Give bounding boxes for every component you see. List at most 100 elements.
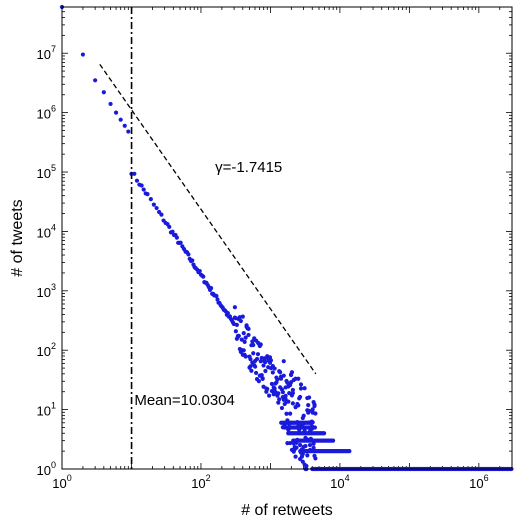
data-point [248,364,253,369]
data-point [307,395,312,400]
data-point [236,333,241,338]
data-point [118,117,123,122]
data-point [296,403,301,408]
data-point [269,381,274,387]
plot-area-frame [61,6,513,470]
data-point [122,123,127,128]
data-point [311,445,316,450]
x-tick-label: 104 [330,473,349,491]
data-point [294,445,299,450]
data-point [243,354,248,359]
y-tick-label: 103 [37,282,56,300]
data-point [258,359,263,364]
data-point [283,393,288,398]
gamma-annotation: γ=-1.7415 [215,159,282,176]
data-point [225,310,230,316]
powerlaw-fit-line [99,63,317,375]
data-point [141,187,146,192]
data-point [108,101,113,107]
data-point [214,293,219,299]
data-point [312,402,317,407]
data-point [289,370,295,375]
data-point [301,413,306,418]
data-point [284,411,289,416]
x-tick-label: 100 [52,473,71,491]
data-point [290,387,295,393]
data-point [132,171,137,176]
y-tick-label: 102 [37,341,56,359]
y-tick-label: 107 [37,44,56,62]
data-point [167,224,172,229]
data-point [178,240,183,245]
data-point [170,229,175,234]
data-point [233,329,238,334]
data-point [290,391,295,396]
data-point [277,397,282,402]
x-tick-label: 106 [469,473,488,491]
data-point [310,407,315,412]
data-point [272,386,277,391]
data-point [276,400,281,405]
data-point [278,370,283,375]
data-point [307,408,312,414]
data-point [288,440,293,446]
data-point [330,438,336,443]
data-point [242,339,247,344]
data-point [298,382,304,387]
data-point [279,405,285,411]
data-point [246,332,251,338]
data-point [253,364,258,369]
data-point [255,352,261,357]
data-point [139,183,144,188]
data-points [59,4,514,472]
data-point [281,373,286,378]
data-point [268,358,274,363]
data-point [272,366,277,371]
data-point [303,443,308,449]
data-point [267,393,272,398]
data-point [186,252,191,257]
data-point [145,192,150,197]
data-point [293,454,298,459]
data-point [297,442,303,448]
y-tick-label: 105 [37,163,56,181]
data-point [232,305,237,310]
data-point [313,456,318,461]
x-ticks: 100 102 104 106 [52,7,513,491]
data-point [258,342,263,347]
data-point [281,359,286,364]
data-point [80,52,86,57]
data-point [134,178,140,183]
data-point [209,286,214,291]
data-point [249,368,254,373]
x-axis-label: # of retweets [241,502,333,519]
data-point [241,331,246,336]
data-point [290,401,295,406]
data-point [276,391,281,396]
y-axis-label: # of tweets [9,199,26,276]
data-point [288,411,293,416]
data-point [248,357,253,362]
data-point [254,356,260,362]
data-point [113,110,119,115]
data-point [270,370,275,375]
data-point [305,453,310,458]
data-point [159,212,164,217]
data-point [275,377,280,382]
data-point [250,339,255,344]
data-point [151,202,156,207]
data-point [312,425,318,430]
data-point [261,363,266,368]
data-point [240,314,245,319]
data-point [246,326,251,331]
y-tick-label: 101 [37,401,56,419]
data-point [269,388,274,394]
data-point [296,376,301,381]
data-point [174,235,179,240]
data-point [241,348,246,353]
y-tick-label: 104 [37,222,56,240]
data-point [265,386,270,392]
data-point [306,403,311,408]
mean-annotation: Mean=10.0304 [134,392,235,409]
